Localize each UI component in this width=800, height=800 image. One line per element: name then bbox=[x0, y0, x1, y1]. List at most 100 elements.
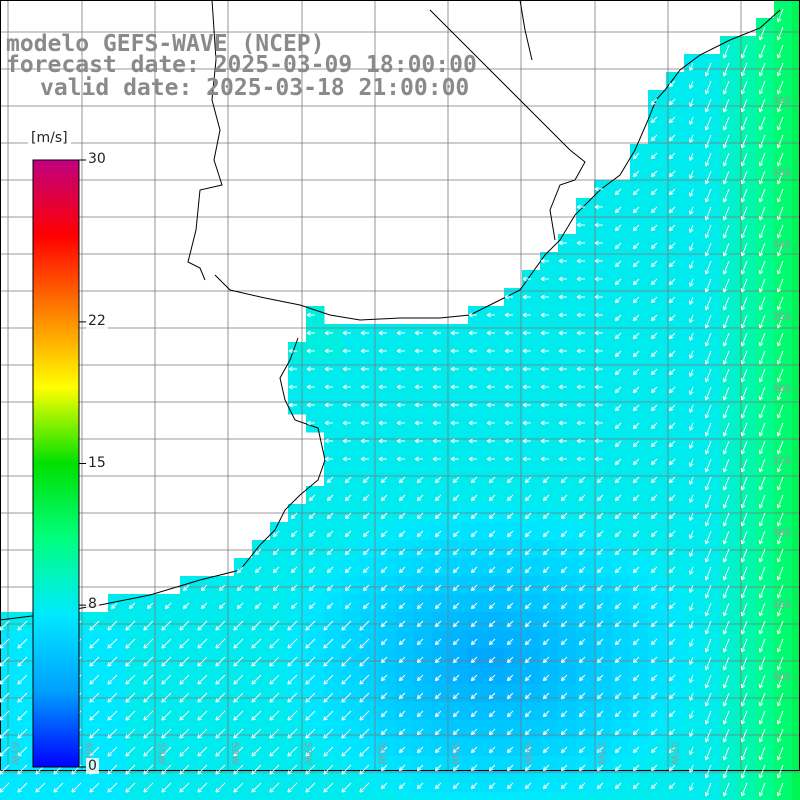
wind-arrow bbox=[776, 296, 784, 311]
wind-arrow bbox=[776, 260, 784, 275]
lon-label: 52W bbox=[669, 742, 680, 765]
wind-arrow bbox=[758, 422, 766, 437]
wind-arrow bbox=[704, 728, 712, 743]
wind-arrow bbox=[506, 476, 514, 484]
wind-arrow bbox=[578, 656, 586, 664]
wind-cell bbox=[468, 702, 487, 721]
wind-cell bbox=[396, 414, 415, 433]
wind-arrow bbox=[17, 620, 28, 631]
wind-arrow bbox=[506, 728, 514, 736]
wind-arrow bbox=[650, 296, 658, 304]
wind-cell bbox=[576, 270, 595, 289]
wind-arrow bbox=[632, 404, 640, 412]
wind-cell bbox=[450, 414, 469, 433]
wind-cell bbox=[270, 594, 289, 613]
wind-arrow bbox=[740, 674, 748, 689]
wind-arrow bbox=[689, 296, 694, 305]
wind-arrow bbox=[614, 188, 622, 196]
wind-arrow bbox=[668, 134, 676, 142]
wind-arrow bbox=[470, 638, 478, 646]
wind-cell bbox=[594, 378, 613, 397]
wind-arrow bbox=[668, 602, 676, 610]
wind-arrow bbox=[452, 566, 460, 574]
wind-cell bbox=[414, 702, 433, 721]
wind-arrow bbox=[650, 206, 658, 214]
wind-arrow bbox=[558, 240, 567, 246]
wind-arrow bbox=[344, 548, 352, 556]
wind-arrow bbox=[722, 332, 730, 347]
wind-arrow bbox=[776, 674, 784, 689]
wind-arrow bbox=[432, 456, 441, 462]
wind-cell bbox=[342, 540, 361, 559]
wind-cell bbox=[360, 540, 379, 559]
wind-arrow bbox=[632, 602, 640, 610]
wind-arrow bbox=[632, 620, 640, 628]
wind-cell bbox=[252, 792, 271, 800]
wind-arrow bbox=[524, 602, 532, 610]
wind-arrow bbox=[668, 260, 676, 268]
wind-arrow bbox=[614, 548, 622, 556]
wind-arrow bbox=[326, 584, 334, 592]
wind-arrow bbox=[632, 584, 640, 592]
wind-arrow bbox=[326, 548, 334, 556]
wind-arrow bbox=[522, 438, 531, 444]
wind-arrow bbox=[704, 404, 712, 419]
wind-arrow bbox=[542, 674, 550, 682]
wind-arrow bbox=[287, 728, 298, 739]
wind-cell bbox=[576, 342, 595, 361]
wind-cell bbox=[432, 432, 451, 451]
wind-arrow bbox=[362, 548, 370, 556]
wind-arrow bbox=[614, 278, 622, 286]
wind-cell bbox=[378, 774, 397, 793]
wind-cell bbox=[522, 342, 541, 361]
wind-arrow bbox=[504, 348, 513, 354]
wind-cell bbox=[792, 684, 800, 703]
wind-arrow bbox=[632, 566, 640, 574]
wind-cell bbox=[270, 558, 289, 577]
wind-cell bbox=[468, 342, 487, 361]
wind-arrow bbox=[776, 548, 784, 563]
wind-arrow bbox=[396, 330, 405, 336]
wind-arrow bbox=[342, 402, 351, 408]
wind-arrow bbox=[488, 602, 496, 610]
wind-arrow bbox=[722, 602, 730, 617]
wind-cell bbox=[324, 558, 343, 577]
wind-cell bbox=[486, 594, 505, 613]
wind-arrow bbox=[650, 170, 658, 178]
wind-arrow bbox=[452, 494, 460, 502]
wind-arrow bbox=[650, 566, 658, 574]
wind-cell bbox=[306, 594, 325, 613]
wind-arrow bbox=[432, 330, 441, 336]
lat-label: 39S bbox=[772, 600, 791, 611]
wind-arrow bbox=[758, 476, 766, 491]
wind-arrow bbox=[689, 134, 694, 143]
wind-arrow bbox=[468, 438, 477, 444]
wind-arrow bbox=[632, 188, 640, 196]
wind-arrow bbox=[776, 26, 784, 41]
wind-arrow bbox=[450, 348, 459, 354]
wind-arrow bbox=[308, 584, 316, 592]
wind-arrow bbox=[758, 530, 766, 545]
wind-cell bbox=[468, 324, 487, 343]
wind-arrow bbox=[290, 602, 298, 610]
wind-arrow bbox=[542, 620, 550, 628]
wind-cell bbox=[270, 792, 289, 800]
wind-arrow bbox=[398, 548, 406, 556]
wind-arrow bbox=[740, 584, 748, 599]
wind-cell bbox=[594, 270, 613, 289]
wind-arrow bbox=[650, 152, 658, 160]
wind-cell bbox=[342, 378, 361, 397]
wind-cell bbox=[360, 522, 379, 541]
wind-cell bbox=[378, 540, 397, 559]
wind-arrow bbox=[558, 402, 567, 408]
wind-arrow bbox=[758, 44, 766, 59]
wind-cell bbox=[414, 612, 433, 631]
wind-cell bbox=[450, 450, 469, 469]
wind-arrow bbox=[342, 456, 351, 462]
wind-arrow bbox=[668, 674, 676, 682]
wind-cell bbox=[666, 792, 685, 800]
wind-arrow bbox=[360, 384, 369, 390]
wind-cell bbox=[486, 792, 505, 800]
wind-arrow bbox=[668, 530, 676, 538]
lat-label: 40S bbox=[772, 672, 791, 683]
